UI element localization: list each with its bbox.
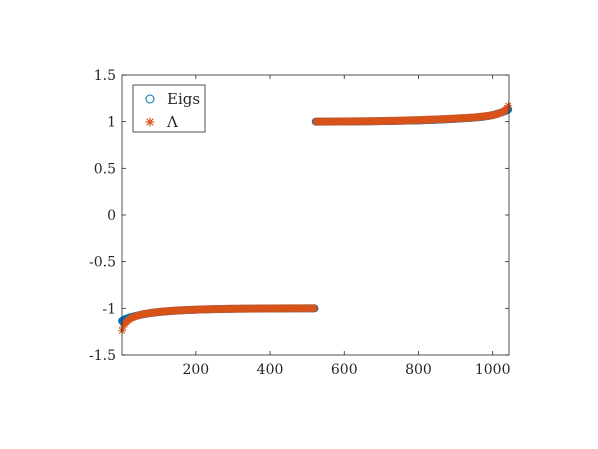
y-tick-label: 1: [107, 115, 116, 131]
legend: Eigs Λ: [132, 84, 206, 133]
x-tick-label: 400: [257, 362, 284, 378]
y-tick-label: 0.5: [94, 161, 116, 177]
axis-ticks: 200 400 600 800 1000 -1.5 -1 -0.5 0 0.5 1 1.5: [89, 68, 510, 378]
legend-marker-circle: [145, 94, 155, 104]
x-tick-label: 800: [405, 362, 432, 378]
y-tick-label: -1.5: [89, 348, 116, 364]
legend-label-lambda: Λ: [166, 113, 178, 131]
x-tick-label: 600: [331, 362, 358, 378]
legend-marker-asterisk: [145, 117, 155, 127]
data-marks: [118, 101, 513, 335]
y-tick-label: 1.5: [94, 68, 116, 84]
x-tick-label: 1000: [475, 362, 511, 378]
y-tick-label: -1: [102, 301, 116, 317]
legend-label-eigs: Eigs: [167, 90, 200, 108]
y-tick-label: -0.5: [89, 255, 116, 271]
data-point: [310, 304, 319, 313]
legend-box: [132, 84, 206, 133]
x-tick-label: 200: [182, 362, 209, 378]
data-point: [504, 101, 513, 110]
y-tick-label: 0: [107, 208, 116, 224]
series-lambda: [118, 101, 513, 335]
